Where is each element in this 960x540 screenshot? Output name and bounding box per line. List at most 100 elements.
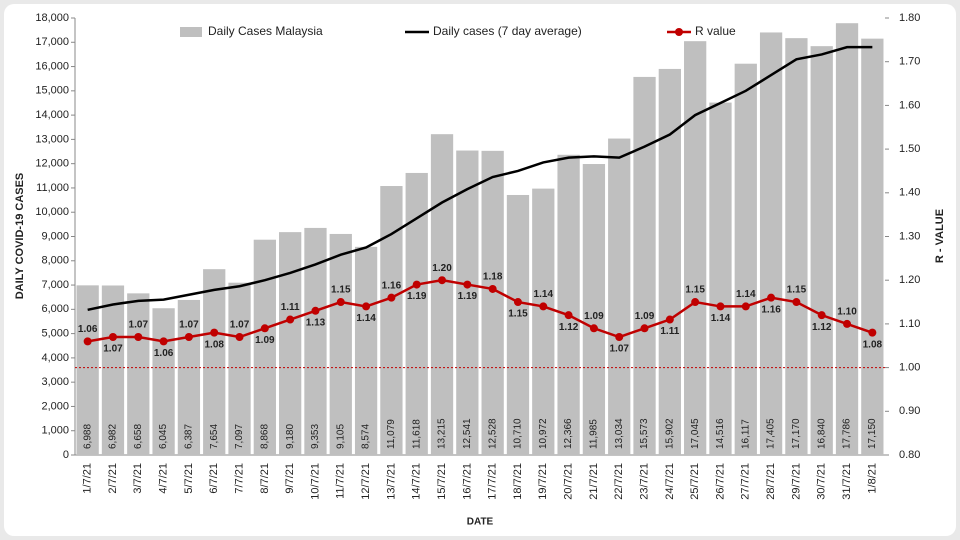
point-value-label: 1.14 bbox=[711, 313, 731, 324]
x-tick-label: 8/7/21 bbox=[259, 463, 271, 494]
y2-axis-title: R - VALUE bbox=[934, 209, 946, 263]
y2-tick-label: 1.10 bbox=[899, 318, 920, 330]
bar-value-label: 14,516 bbox=[715, 418, 726, 449]
y-tick-label: 14,000 bbox=[35, 109, 69, 121]
bar bbox=[608, 138, 631, 455]
y-tick-label: 16,000 bbox=[35, 60, 69, 72]
bar bbox=[380, 186, 403, 456]
bar-value-label: 11,618 bbox=[411, 419, 422, 449]
point-value-label: 1.16 bbox=[382, 280, 402, 291]
x-tick-label: 1/7/21 bbox=[82, 463, 94, 494]
y-tick-label: 8,000 bbox=[41, 255, 69, 267]
bar bbox=[785, 38, 808, 456]
bar-value-label: 6,982 bbox=[108, 424, 119, 449]
x-tick-label: 3/7/21 bbox=[132, 463, 144, 494]
point bbox=[210, 328, 219, 337]
point-value-label: 1.14 bbox=[534, 289, 554, 300]
y-tick-label: 3,000 bbox=[41, 376, 69, 388]
point bbox=[83, 337, 92, 346]
x-tick-label: 18/7/21 bbox=[512, 463, 524, 500]
bar bbox=[304, 227, 327, 455]
x-tick-label: 28/7/21 bbox=[765, 463, 777, 500]
y-tick-label: 6,000 bbox=[41, 303, 69, 315]
point bbox=[260, 324, 269, 333]
point-value-label: 1.12 bbox=[812, 322, 832, 333]
point-value-label: 1.19 bbox=[407, 291, 427, 302]
bar-value-label: 17,786 bbox=[842, 418, 853, 449]
bar-value-label: 17,405 bbox=[766, 418, 777, 449]
bar-value-label: 7,654 bbox=[209, 424, 220, 449]
point bbox=[640, 324, 649, 333]
y-tick-label: 12,000 bbox=[35, 158, 69, 170]
point-value-label: 1.16 bbox=[761, 304, 781, 315]
point-value-label: 1.08 bbox=[204, 339, 224, 350]
bar bbox=[684, 41, 707, 456]
y2-tick-label: 1.80 bbox=[899, 12, 920, 24]
point bbox=[665, 315, 674, 324]
point bbox=[513, 298, 522, 307]
legend-label: Daily Cases Malaysia bbox=[208, 24, 323, 38]
bar-value-label: 8,574 bbox=[361, 424, 372, 449]
y-tick-label: 9,000 bbox=[41, 230, 69, 242]
bar-value-label: 6,387 bbox=[184, 424, 195, 449]
x-tick-label: 6/7/21 bbox=[208, 463, 220, 494]
bar bbox=[354, 246, 378, 455]
y-tick-label: 13,000 bbox=[35, 133, 69, 145]
bar-value-label: 12,541 bbox=[462, 418, 473, 449]
point bbox=[741, 302, 750, 311]
y-tick-label: 0 bbox=[63, 449, 69, 461]
y2-tick-label: 1.30 bbox=[899, 230, 920, 242]
point bbox=[868, 328, 877, 337]
point bbox=[134, 333, 143, 342]
x-tick-label: 30/7/21 bbox=[816, 463, 828, 500]
y-axis-title: DAILY COVID-19 CASES bbox=[14, 173, 26, 300]
point bbox=[159, 337, 168, 346]
point bbox=[716, 302, 725, 311]
bar bbox=[835, 23, 859, 456]
y2-tick-label: 1.70 bbox=[899, 56, 920, 68]
x-tick-label: 23/7/21 bbox=[638, 463, 650, 500]
point bbox=[691, 298, 700, 307]
point bbox=[564, 311, 573, 320]
legend-marker bbox=[675, 28, 683, 36]
y2-tick-label: 1.50 bbox=[899, 143, 920, 155]
bar bbox=[279, 232, 302, 455]
x-tick-label: 29/7/21 bbox=[790, 463, 802, 500]
point bbox=[843, 319, 852, 328]
point bbox=[463, 280, 472, 289]
bar bbox=[658, 68, 681, 455]
y-tick-label: 1,000 bbox=[41, 425, 69, 437]
x-tick-label: 5/7/21 bbox=[183, 463, 195, 494]
point bbox=[767, 293, 776, 302]
point bbox=[438, 276, 447, 285]
point-value-label: 1.19 bbox=[458, 291, 478, 302]
bar-value-label: 11,079 bbox=[386, 419, 397, 449]
point bbox=[362, 302, 371, 311]
x-tick-label: 10/7/21 bbox=[309, 463, 321, 500]
x-tick-label: 2/7/21 bbox=[107, 463, 119, 494]
y-tick-label: 2,000 bbox=[41, 400, 69, 412]
x-tick-label: 16/7/21 bbox=[461, 463, 473, 500]
x-tick-label: 17/7/21 bbox=[487, 463, 499, 500]
point bbox=[792, 298, 801, 307]
x-tick-label: 7/7/21 bbox=[233, 463, 245, 494]
point-value-label: 1.06 bbox=[78, 324, 98, 335]
point-value-label: 1.07 bbox=[129, 320, 149, 331]
bar-value-label: 13,215 bbox=[437, 418, 448, 449]
x-tick-label: 24/7/21 bbox=[664, 463, 676, 500]
bar bbox=[228, 282, 251, 455]
legend-swatch bbox=[180, 27, 202, 37]
y-tick-label: 5,000 bbox=[41, 328, 69, 340]
point-value-label: 1.15 bbox=[331, 285, 351, 296]
x-tick-label: 19/7/21 bbox=[537, 463, 549, 500]
bar-value-label: 15,573 bbox=[639, 418, 650, 449]
x-tick-label: 21/7/21 bbox=[588, 463, 600, 500]
point-value-label: 1.12 bbox=[559, 322, 579, 333]
point bbox=[286, 315, 295, 324]
bar-value-label: 17,170 bbox=[791, 418, 802, 449]
point-value-label: 1.09 bbox=[635, 311, 655, 322]
bar bbox=[582, 164, 606, 456]
bar bbox=[861, 38, 884, 456]
x-tick-label: 13/7/21 bbox=[385, 463, 397, 500]
